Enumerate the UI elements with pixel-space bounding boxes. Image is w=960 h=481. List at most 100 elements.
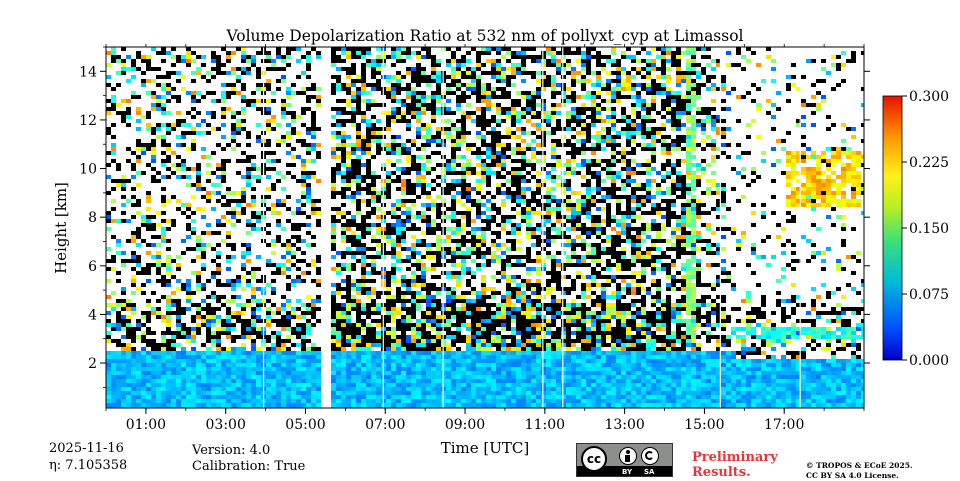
- heatmap-cell: [106, 175, 111, 179]
- heatmap-cell: [221, 91, 226, 95]
- heatmap-cell: [526, 47, 531, 51]
- heatmap-cell: [461, 323, 466, 327]
- heatmap-cell: [166, 311, 171, 315]
- heatmap-cell: [211, 91, 216, 95]
- heatmap-cell: [346, 339, 351, 343]
- heatmap-cell: [526, 335, 531, 339]
- heatmap-cell: [171, 395, 176, 399]
- heatmap-cell: [306, 191, 311, 195]
- heatmap-cell: [496, 323, 501, 327]
- heatmap-cell: [496, 119, 501, 123]
- heatmap-cell: [191, 387, 196, 391]
- heatmap-cell: [391, 231, 396, 235]
- heatmap-cell: [496, 355, 501, 359]
- heatmap-cell: [231, 71, 236, 75]
- heatmap-cell: [511, 255, 516, 259]
- heatmap-cell: [501, 175, 506, 179]
- heatmap-cell: [366, 347, 371, 351]
- heatmap-cell: [301, 379, 306, 383]
- heatmap-cell: [391, 227, 396, 231]
- heatmap-cell: [366, 323, 371, 327]
- heatmap-cell: [406, 83, 411, 87]
- heatmap-cell: [306, 367, 311, 371]
- heatmap-cell: [486, 355, 491, 359]
- heatmap-cell: [161, 319, 166, 323]
- heatmap-cell: [526, 219, 531, 223]
- heatmap-cell: [496, 271, 501, 275]
- heatmap-cell: [156, 135, 161, 139]
- heatmap-cell: [511, 111, 516, 115]
- heatmap-cell: [221, 399, 226, 403]
- heatmap-cell: [481, 275, 486, 279]
- heatmap-cell: [206, 387, 211, 391]
- heatmap-cell: [516, 323, 521, 327]
- heatmap-cell: [306, 195, 311, 199]
- heatmap-cell: [411, 67, 416, 71]
- heatmap-cell: [416, 127, 421, 131]
- heatmap-cell: [286, 111, 291, 115]
- heatmap-cell: [181, 327, 186, 331]
- heatmap-cell: [211, 403, 216, 407]
- heatmap-cell: [451, 155, 456, 159]
- heatmap-cell: [266, 283, 271, 287]
- heatmap-cell: [426, 347, 431, 351]
- heatmap-cell: [156, 211, 161, 215]
- heatmap-cell: [406, 123, 411, 127]
- heatmap-cell: [471, 187, 476, 191]
- heatmap-cell: [136, 147, 141, 151]
- heatmap-cell: [231, 111, 236, 115]
- heatmap-cell: [496, 63, 501, 67]
- heatmap-cell: [551, 103, 556, 107]
- heatmap-cell: [336, 87, 341, 91]
- heatmap-cell: [316, 379, 321, 383]
- heatmap-cell: [446, 191, 451, 195]
- heatmap-cell: [356, 99, 361, 103]
- heatmap-cell: [446, 391, 451, 395]
- heatmap-cell: [546, 207, 551, 211]
- heatmap-cell: [416, 83, 421, 87]
- heatmap-cell: [446, 359, 451, 363]
- heatmap-cell: [221, 383, 226, 387]
- heatmap-cell: [266, 351, 271, 355]
- heatmap-cell: [196, 183, 201, 187]
- heatmap-cell: [466, 223, 471, 227]
- heatmap-cell: [416, 51, 421, 55]
- heatmap-cell: [536, 79, 541, 83]
- heatmap-cell: [476, 55, 481, 59]
- heatmap-cell: [416, 263, 421, 267]
- heatmap-cell: [371, 371, 376, 375]
- heatmap-cell: [451, 307, 456, 311]
- heatmap-cell: [416, 195, 421, 199]
- heatmap-cell: [161, 283, 166, 287]
- heatmap-cell: [121, 67, 126, 71]
- heatmap-cell: [446, 379, 451, 383]
- heatmap-cell: [156, 99, 161, 103]
- heatmap-cell: [536, 323, 541, 327]
- heatmap-cell: [456, 311, 461, 315]
- heatmap-cell: [471, 339, 476, 343]
- heatmap-cell: [501, 259, 506, 263]
- heatmap-cell: [551, 335, 556, 339]
- heatmap-cell: [226, 199, 231, 203]
- heatmap-cell: [426, 303, 431, 307]
- heatmap-cell: [551, 343, 556, 347]
- heatmap-cell: [461, 75, 466, 79]
- heatmap-cell: [196, 367, 201, 371]
- heatmap-cell: [491, 391, 496, 395]
- heatmap-cell: [521, 71, 526, 75]
- heatmap-cell: [406, 279, 411, 283]
- heatmap-cell: [311, 383, 316, 387]
- heatmap-cell: [106, 247, 111, 251]
- heatmap-cell: [271, 343, 276, 347]
- heatmap-cell: [176, 331, 181, 335]
- heatmap-cell: [186, 123, 191, 127]
- heatmap-cell: [491, 63, 496, 67]
- heatmap-cell: [511, 103, 516, 107]
- heatmap-cell: [196, 315, 201, 319]
- heatmap-cell: [216, 251, 221, 255]
- heatmap-cell: [371, 183, 376, 187]
- heatmap-cell: [371, 207, 376, 211]
- heatmap-cell: [516, 135, 521, 139]
- heatmap-cell: [476, 383, 481, 387]
- heatmap-cell: [356, 315, 361, 319]
